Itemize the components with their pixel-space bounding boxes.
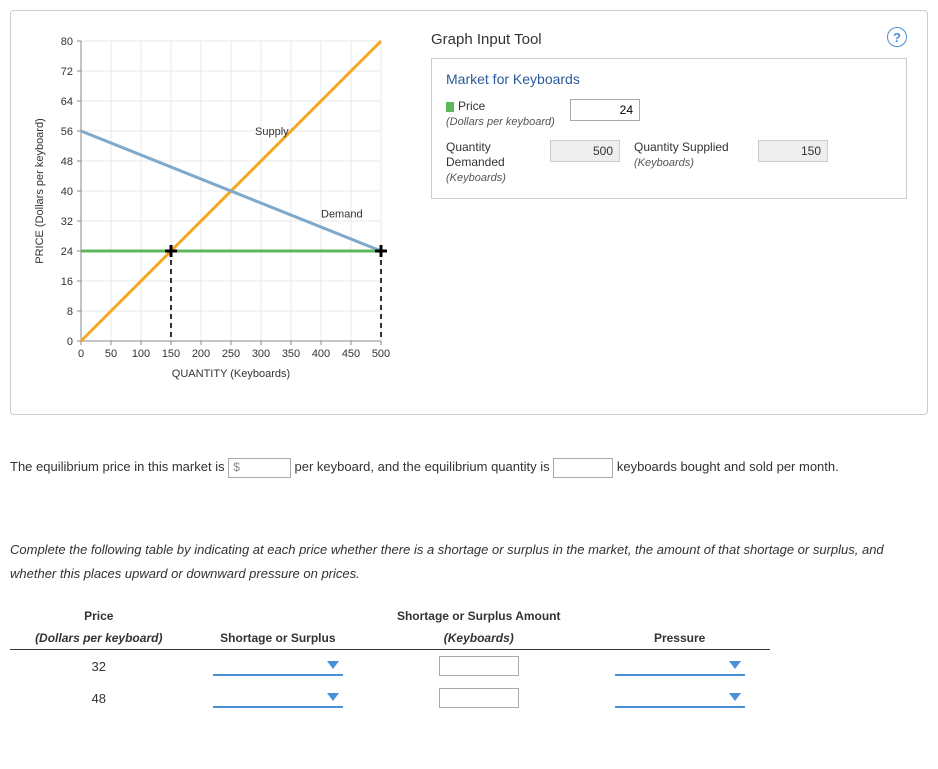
svg-text:40: 40 [61,186,73,198]
svg-text:350: 350 [282,348,300,360]
th-price: Price [10,605,188,627]
svg-text:200: 200 [192,348,210,360]
svg-text:32: 32 [61,216,73,228]
qs-value: 150 [758,140,828,162]
svg-text:100: 100 [132,348,150,360]
th-amount-sub: (Keyboards) [368,627,589,650]
price-input[interactable] [570,99,640,121]
tool-subtitle: Market for Keyboards [446,71,892,87]
svg-text:400: 400 [312,348,330,360]
svg-text:24: 24 [61,246,73,258]
pressure-dropdown[interactable] [615,656,745,676]
eq-quantity-input[interactable] [553,458,613,478]
svg-text:300: 300 [252,348,270,360]
table-instructions: Complete the following table by indicati… [10,538,928,585]
svg-text:0: 0 [78,348,84,360]
price-cell: 32 [10,650,188,683]
th-pressure: Pressure [589,627,770,650]
svg-text:64: 64 [61,96,73,108]
sentence-part2: per keyboard, and the equilibrium quanti… [295,459,550,474]
price-row: Price (Dollars per keyboard) [446,99,892,130]
tool-box: Market for Keyboards Price (Dollars per … [431,58,907,199]
svg-text:PRICE (Dollars per keyboard): PRICE (Dollars per keyboard) [34,118,46,264]
qd-label: Quantity Demanded [446,140,505,169]
tool-title: Graph Input Tool [431,31,907,48]
table-row: 48 [10,682,770,714]
shortage-surplus-table: Price Shortage or Surplus Amount (Dollar… [10,605,770,714]
qs-label: Quantity Supplied [634,140,729,154]
svg-text:0: 0 [67,336,73,348]
svg-text:80: 80 [61,36,73,48]
svg-text:150: 150 [162,348,180,360]
chart-column: 0 50 100 150 200 250 300 350 400 450 500 0 8 16 24 32 40… [31,31,401,394]
eq-price-input[interactable] [242,460,288,476]
price-cell: 48 [10,682,188,714]
table-row: 32 [10,650,770,683]
svg-text:500: 500 [372,348,390,360]
sentence-part3: keyboards bought and sold per month. [617,459,839,474]
svg-text:Supply: Supply [255,126,289,138]
svg-text:QUANTITY (Keyboards): QUANTITY (Keyboards) [172,368,290,380]
equilibrium-sentence: The equilibrium price in this market is … [10,455,928,478]
svg-text:50: 50 [105,348,117,360]
svg-text:250: 250 [222,348,240,360]
svg-text:Demand: Demand [321,208,363,220]
qs-label-block: Quantity Supplied (Keyboards) [634,140,744,171]
graph-tool-panel: 0 50 100 150 200 250 300 350 400 450 500 0 8 16 24 32 40… [10,10,928,415]
svg-text:8: 8 [67,306,73,318]
quantity-row: Quantity Demanded (Keyboards) 500 Quanti… [446,140,892,186]
price-sublabel: (Dollars per keyboard) [446,116,555,128]
th-price-sub: (Dollars per keyboard) [10,627,188,650]
qd-label-block: Quantity Demanded (Keyboards) [446,140,536,186]
price-label-block: Price (Dollars per keyboard) [446,99,556,130]
price-label: Price [458,99,485,113]
th-amount: Shortage or Surplus Amount [368,605,589,627]
shortage-surplus-dropdown[interactable] [213,656,343,676]
amount-input[interactable] [439,688,519,708]
sentence-part1: The equilibrium price in this market is [10,459,225,474]
price-marker-icon [446,102,454,112]
tool-column: Graph Input Tool ? Market for Keyboards … [431,31,907,394]
th-ss: Shortage or Surplus [188,627,369,650]
amount-input[interactable] [439,656,519,676]
qs-sublabel: (Keyboards) [634,157,694,169]
qd-value: 500 [550,140,620,162]
help-icon[interactable]: ? [887,27,907,47]
svg-text:56: 56 [61,126,73,138]
dollar-sign: $ [231,457,242,479]
svg-text:450: 450 [342,348,360,360]
eq-price-field[interactable]: $ [228,458,291,478]
supply-demand-chart[interactable]: 0 50 100 150 200 250 300 350 400 450 500 0 8 16 24 32 40… [31,31,401,391]
pressure-dropdown[interactable] [615,688,745,708]
svg-text:16: 16 [61,276,73,288]
svg-text:72: 72 [61,66,73,78]
shortage-surplus-dropdown[interactable] [213,688,343,708]
svg-text:48: 48 [61,156,73,168]
qd-sublabel: (Keyboards) [446,172,506,184]
